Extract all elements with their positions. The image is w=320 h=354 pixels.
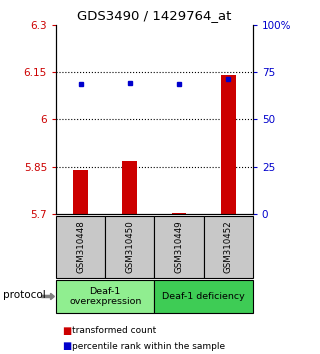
Bar [123, 160, 137, 214]
Text: percentile rank within the sample: percentile rank within the sample [72, 342, 225, 351]
Text: protocol: protocol [3, 290, 46, 300]
Bar [221, 75, 236, 214]
Bar [73, 170, 88, 214]
Text: transformed count: transformed count [72, 326, 156, 336]
Text: Deaf-1 deficiency: Deaf-1 deficiency [162, 292, 245, 301]
Text: GSM310452: GSM310452 [224, 221, 233, 273]
Title: GDS3490 / 1429764_at: GDS3490 / 1429764_at [77, 9, 232, 22]
Text: Deaf-1
overexpression: Deaf-1 overexpression [69, 287, 141, 306]
Text: GSM310449: GSM310449 [174, 221, 183, 273]
Text: GSM310448: GSM310448 [76, 221, 85, 273]
Text: ■: ■ [62, 326, 72, 336]
Text: GSM310450: GSM310450 [125, 221, 134, 273]
Text: ■: ■ [62, 341, 72, 351]
Bar [172, 213, 186, 214]
